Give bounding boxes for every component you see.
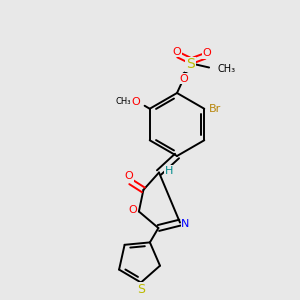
Text: O: O	[125, 171, 134, 182]
Text: S: S	[137, 283, 145, 296]
Text: CH₃: CH₃	[116, 97, 131, 106]
Text: O: O	[128, 205, 137, 215]
Text: N: N	[181, 219, 190, 229]
Text: H: H	[164, 166, 173, 176]
Text: O: O	[172, 47, 182, 57]
Text: O: O	[179, 74, 188, 84]
Text: O: O	[131, 97, 140, 107]
Text: O: O	[202, 48, 211, 58]
Text: CH₃: CH₃	[218, 64, 236, 74]
Text: Br: Br	[209, 104, 221, 114]
Text: S: S	[186, 58, 195, 71]
